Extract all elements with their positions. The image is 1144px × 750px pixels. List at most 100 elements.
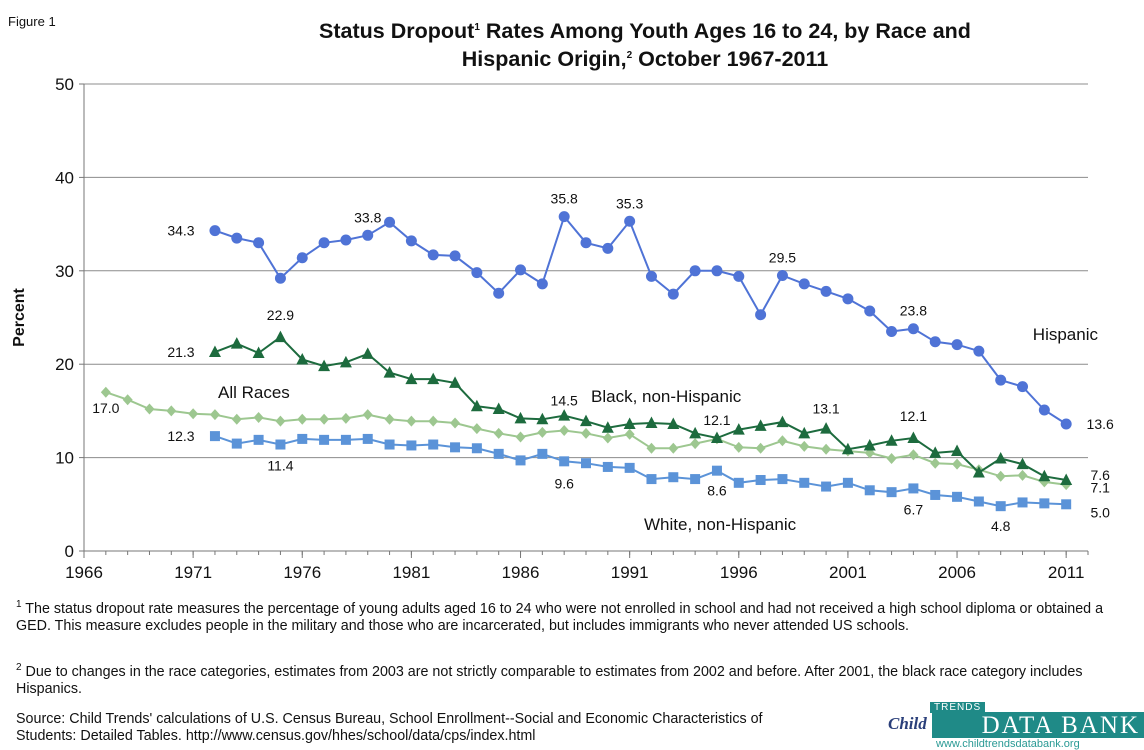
- data-point-s1-1988: [558, 409, 571, 421]
- data-point-s0-1979: [362, 229, 374, 241]
- data-point-s2-2009: [1017, 469, 1028, 481]
- data-point-s3-2011: [1061, 499, 1072, 510]
- data-label-s3-1972: 12.3: [167, 428, 194, 444]
- data-point-s0-1991: [624, 215, 636, 227]
- data-point-s3-1996: [733, 477, 744, 488]
- data-point-s0-1987: [536, 278, 548, 290]
- data-point-s1-1995: [710, 431, 723, 443]
- data-point-s3-2005: [930, 489, 941, 500]
- data-point-s2-1973: [231, 413, 242, 425]
- data-point-s2-1967: [100, 386, 111, 398]
- data-label-s1-2000: 13.1: [812, 401, 839, 417]
- data-point-s0-1978: [340, 234, 352, 246]
- x-tick-label-1996: 1996: [720, 563, 758, 582]
- series-label-black: Black, non-Hispanic: [591, 387, 742, 406]
- data-point-s3-2010: [1039, 498, 1050, 509]
- data-point-s0-1972: [209, 225, 221, 237]
- data-point-s0-1996: [733, 270, 745, 282]
- data-point-s0-1983: [449, 250, 461, 262]
- data-point-s3-1978: [340, 434, 351, 445]
- data-point-s2-1970: [166, 405, 177, 417]
- data-label-s2-2011: 7.1: [1090, 480, 1110, 496]
- data-point-s3-1981: [406, 440, 417, 451]
- data-point-s1-1973: [230, 337, 243, 349]
- data-point-s0-1980: [384, 216, 396, 228]
- data-point-s0-1974: [253, 237, 265, 249]
- data-point-s1-2004: [907, 431, 920, 443]
- figure-label: Figure 1: [8, 14, 56, 29]
- data-point-s0-2003: [886, 326, 898, 338]
- x-tick-label-2001: 2001: [829, 563, 867, 582]
- data-point-s3-2008: [995, 501, 1006, 512]
- data-point-s3-1983: [450, 442, 461, 453]
- data-point-s2-1985: [493, 427, 504, 439]
- data-point-s2-1988: [559, 425, 570, 437]
- data-label-s0-1972: 34.3: [167, 223, 194, 239]
- data-label-s2-1967: 17.0: [92, 400, 119, 416]
- data-point-s3-1977: [319, 434, 330, 445]
- data-point-s1-1977: [318, 359, 331, 372]
- data-point-s0-1997: [755, 309, 767, 321]
- data-point-s0-1986: [515, 264, 527, 276]
- data-point-s1-1996: [732, 423, 745, 435]
- data-point-s2-1999: [799, 440, 810, 452]
- data-label-s3-2011: 5.0: [1090, 504, 1110, 520]
- data-point-s3-1986: [515, 455, 526, 466]
- data-label-s1-1995: 12.1: [703, 412, 730, 428]
- data-point-s0-1999: [798, 278, 810, 290]
- data-point-s1-2008: [994, 452, 1007, 464]
- data-point-s3-1995: [711, 465, 722, 476]
- data-point-s1-2011: [1060, 473, 1073, 486]
- data-point-s2-1982: [428, 415, 439, 427]
- data-point-s1-2000: [820, 422, 833, 434]
- data-point-s3-1987: [537, 448, 548, 459]
- data-point-s1-2007: [972, 466, 985, 478]
- y-tick-label-10: 10: [55, 449, 74, 468]
- data-point-s2-2000: [821, 443, 832, 455]
- y-tick-label-30: 30: [55, 262, 74, 281]
- data-point-s2-1972: [209, 409, 220, 421]
- data-point-s3-2000: [821, 481, 832, 492]
- data-point-s0-2007: [973, 345, 985, 357]
- data-point-s3-1991: [624, 462, 635, 473]
- data-point-s0-1993: [667, 288, 679, 300]
- data-point-s0-2011: [1060, 418, 1072, 430]
- logo-child: Child: [888, 714, 927, 733]
- data-point-s1-1985: [492, 402, 505, 415]
- data-point-s2-1986: [515, 431, 526, 443]
- chart-title: Status Dropout1 Rates Among Youth Ages 1…: [160, 17, 1130, 73]
- data-point-s3-1980: [384, 439, 395, 450]
- footnote-1: 1 The status dropout rate measures the p…: [16, 600, 1126, 635]
- data-point-s3-1984: [471, 443, 482, 454]
- data-point-s2-2008: [995, 470, 1006, 482]
- data-label-s3-2008: 4.8: [991, 518, 1011, 534]
- data-point-s2-1987: [537, 426, 548, 438]
- data-point-s0-2004: [907, 323, 919, 335]
- x-tick-label-1986: 1986: [502, 563, 540, 582]
- data-point-s2-1998: [777, 435, 788, 447]
- data-point-s3-1997: [755, 475, 766, 486]
- footnote-2-mark: 2: [16, 662, 22, 674]
- data-point-s1-2005: [929, 446, 942, 458]
- data-label-s0-1979: 33.8: [354, 209, 381, 225]
- data-point-s1-1987: [536, 412, 549, 425]
- data-point-s2-1997: [755, 442, 766, 454]
- title-part2: Rates Among Youth Ages 16 to 24, by Race…: [479, 19, 971, 43]
- data-point-s1-1974: [252, 346, 265, 358]
- data-point-s1-1972: [208, 345, 221, 358]
- data-point-s3-2007: [973, 496, 984, 507]
- data-point-s3-1993: [668, 472, 679, 483]
- data-point-s1-1990: [601, 421, 614, 433]
- data-point-s2-1971: [188, 408, 199, 420]
- data-point-s0-1975: [274, 272, 286, 284]
- footnote-2: 2 Due to changes in the race categories,…: [16, 662, 1126, 698]
- data-point-s2-1979: [362, 409, 373, 421]
- data-point-s3-1975: [275, 439, 286, 450]
- footnote-1-text: The status dropout rate measures the per…: [16, 601, 1104, 634]
- data-point-s3-2001: [842, 477, 853, 488]
- data-point-s2-1969: [144, 403, 155, 415]
- data-point-s3-1985: [493, 448, 504, 459]
- data-point-s3-2009: [1017, 497, 1028, 508]
- data-point-s2-1978: [340, 412, 351, 424]
- data-label-s1-1975: 22.9: [267, 307, 294, 323]
